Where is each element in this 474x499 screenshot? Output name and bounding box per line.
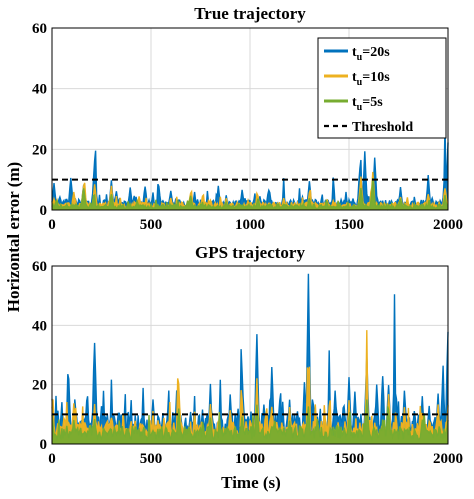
x-tick-label: 2000 bbox=[433, 217, 463, 233]
x-tick-label: 1500 bbox=[334, 217, 364, 233]
legend-label-rest: =10s bbox=[362, 70, 390, 85]
x-tick-label: 500 bbox=[140, 451, 163, 467]
legend-entry-tu5: tu=5s bbox=[324, 95, 383, 113]
legend-label-sub: u bbox=[357, 77, 363, 88]
svg-text:tu=10s: tu=10s bbox=[352, 70, 390, 88]
x-tick-label: 1500 bbox=[334, 451, 364, 467]
panel-title-true-trajectory: True trajectory bbox=[194, 4, 306, 23]
y-tick-label: 60 bbox=[32, 259, 47, 275]
legend-label-rest: =20s bbox=[362, 45, 390, 60]
legend-entry-tu10: tu=10s bbox=[324, 70, 390, 88]
y-tick-label: 0 bbox=[40, 437, 48, 453]
y-tick-label: 20 bbox=[32, 142, 47, 158]
y-tick-label: 0 bbox=[40, 203, 48, 219]
legend-label-sub: u bbox=[357, 52, 363, 63]
panel-true-trajectory: True trajectory 0 20 40 60 0 500 1000 1500 2000… bbox=[32, 4, 463, 233]
series-line-tu5 bbox=[51, 399, 449, 443]
legend-label-main: t bbox=[352, 45, 357, 60]
x-tick-label: 0 bbox=[48, 451, 56, 467]
series-area-tu5 bbox=[52, 399, 448, 444]
y-tick-label: 40 bbox=[32, 318, 47, 334]
y-tick-label: 20 bbox=[32, 378, 47, 394]
x-axis-label: Time (s) bbox=[221, 473, 281, 492]
x-tick-label: 1000 bbox=[235, 451, 265, 467]
axes-box bbox=[51, 265, 449, 445]
legend-entry-tu20: tu=20s bbox=[324, 45, 390, 63]
x-tick-label: 1000 bbox=[235, 217, 265, 233]
legend: tu=20s tu=10s tu=5s Threshold bbox=[317, 37, 447, 139]
legend-label-main: t bbox=[352, 70, 357, 85]
legend-label-rest: =5s bbox=[362, 95, 383, 110]
y-axis-label: Horizontal error (m) bbox=[4, 162, 23, 312]
legend-label-sub: u bbox=[357, 102, 363, 113]
x-tick-labels: 0 500 1000 1500 2000 bbox=[48, 217, 463, 233]
y-tick-label: 60 bbox=[32, 21, 47, 37]
y-tick-label: 40 bbox=[32, 82, 47, 98]
axes-box bbox=[51, 27, 449, 211]
series-layer bbox=[51, 123, 449, 211]
legend-label-threshold: Threshold bbox=[352, 120, 413, 135]
series-line-tu10 bbox=[51, 171, 449, 211]
panel-title-gps-trajectory: GPS trajectory bbox=[195, 243, 305, 262]
panel-gps-trajectory: GPS trajectory 0 20 40 60 0 500 1000 1500 2000 bbox=[32, 243, 463, 467]
legend-box bbox=[317, 37, 447, 139]
svg-text:tu=20s: tu=20s bbox=[352, 45, 390, 63]
legend-label-main: t bbox=[352, 95, 357, 110]
series-layer bbox=[51, 273, 449, 444]
x-tick-labels: 0 500 1000 1500 2000 bbox=[48, 451, 463, 467]
svg-text:tu=5s: tu=5s bbox=[352, 95, 383, 113]
legend-entry-threshold: Threshold bbox=[324, 120, 413, 135]
series-line-tu5 bbox=[51, 177, 449, 211]
y-tick-labels: 0 20 40 60 bbox=[32, 259, 47, 453]
x-tick-label: 500 bbox=[140, 217, 163, 233]
y-tick-labels: 0 20 40 60 bbox=[32, 21, 47, 219]
x-tick-label: 0 bbox=[48, 217, 56, 233]
x-tick-label: 2000 bbox=[433, 451, 463, 467]
